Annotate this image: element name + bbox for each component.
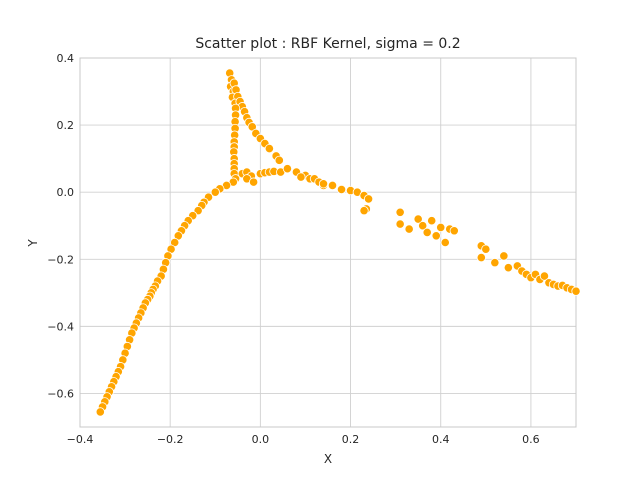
data-point	[571, 286, 581, 296]
data-point	[327, 180, 338, 191]
x-axis-label: X	[324, 452, 332, 466]
data-point	[95, 407, 105, 417]
chart-title: Scatter plot : RBF Kernel, sigma = 0.2	[195, 36, 460, 52]
data-point	[503, 263, 513, 273]
y-axis-label: Y	[26, 239, 40, 248]
data-point	[318, 179, 329, 189]
x-tick-label: 0.2	[342, 433, 360, 446]
x-tick-labels: −0.4 −0.2 0.0 0.2 0.4 0.6	[67, 433, 540, 446]
data-point	[476, 252, 486, 263]
data-point	[210, 187, 220, 197]
data-point	[427, 216, 437, 226]
y-tick-label: −0.6	[47, 387, 74, 400]
y-tick-label: 0.0	[57, 186, 75, 199]
data-point	[274, 155, 284, 165]
data-point	[395, 219, 405, 229]
data-point	[336, 184, 347, 195]
data-point	[499, 251, 509, 261]
data-point	[249, 177, 259, 187]
x-tick-label: 0.6	[522, 433, 540, 446]
plot-frame	[79, 57, 577, 428]
data-point	[431, 231, 441, 241]
data-point	[440, 237, 450, 248]
x-tick-label: 0.4	[432, 433, 450, 446]
data-point	[363, 194, 374, 204]
data-point	[490, 258, 500, 268]
y-tick-labels: −0.6 −0.4 −0.2 0.0 0.2 0.4	[47, 52, 74, 400]
data-point	[422, 227, 432, 238]
x-tick-label: 0.0	[252, 433, 270, 446]
data-point	[282, 164, 293, 174]
x-tick-label: −0.4	[67, 433, 94, 446]
scatter-points	[95, 68, 581, 417]
data-point	[359, 206, 369, 216]
y-tick-label: 0.4	[57, 52, 75, 65]
x-tick-label: −0.2	[157, 433, 184, 446]
data-point	[264, 143, 274, 154]
y-tick-label: 0.2	[57, 119, 75, 132]
data-point	[418, 221, 428, 231]
y-tick-label: −0.4	[47, 320, 74, 333]
data-point	[404, 224, 414, 234]
data-point	[296, 172, 306, 182]
data-point	[449, 226, 459, 236]
data-point	[413, 214, 423, 224]
data-point	[539, 271, 550, 281]
y-tick-label: −0.2	[47, 253, 74, 266]
data-point	[481, 244, 491, 254]
data-point	[395, 207, 405, 217]
data-point	[436, 222, 446, 233]
